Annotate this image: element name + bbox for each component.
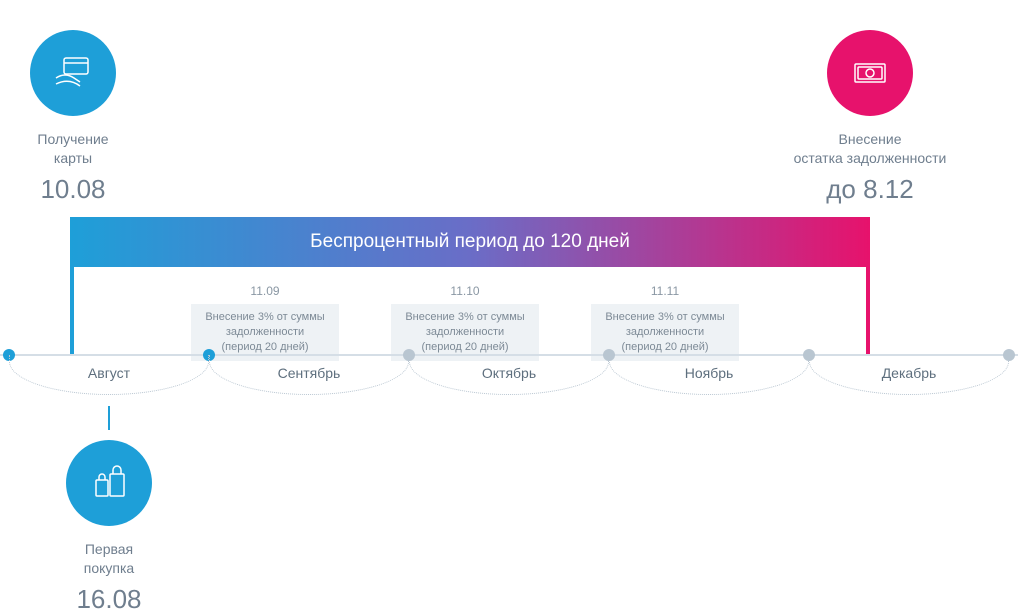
event-deposit-label: Внесение остатка задолженности: [794, 130, 947, 168]
month-label: Октябрь: [482, 365, 536, 381]
event-card-label: Получение карты: [37, 130, 108, 168]
month-label: Август: [88, 365, 130, 381]
payment-date: 11.11: [651, 284, 679, 298]
event-purchase-date: 16.08: [76, 584, 141, 615]
banner-text: Беспроцентный период до 120 дней: [310, 231, 630, 253]
banner-edge-left: [70, 267, 74, 355]
payment-box-0: 11.09Внесение 3% от суммы задолженности …: [191, 284, 339, 361]
month-label: Ноябрь: [685, 365, 734, 381]
payment-date: 11.09: [250, 284, 279, 298]
event-card: Получение карты 10.08: [30, 30, 116, 205]
grace-period-banner: Беспроцентный период до 120 дней: [70, 217, 870, 267]
payment-box-1: 11.10Внесение 3% от суммы задолженности …: [391, 284, 539, 361]
connector-purchase: [108, 406, 110, 430]
bags-icon: [66, 440, 152, 526]
payment-date: 11.10: [450, 284, 479, 298]
event-deposit: Внесение остатка задолженности до 8.12: [770, 30, 970, 205]
event-purchase-label: Первая покупка: [84, 540, 134, 578]
event-card-date: 10.08: [40, 174, 105, 205]
event-deposit-date: до 8.12: [826, 174, 913, 205]
month-label: Сентябрь: [278, 365, 341, 381]
cash-icon: [827, 30, 913, 116]
banner-edge-right: [866, 267, 870, 355]
payment-box-2: 11.11Внесение 3% от суммы задолженности …: [591, 284, 739, 361]
card-icon: [30, 30, 116, 116]
month-label: Декабрь: [882, 365, 937, 381]
event-purchase: Первая покупка 16.08: [66, 440, 152, 615]
